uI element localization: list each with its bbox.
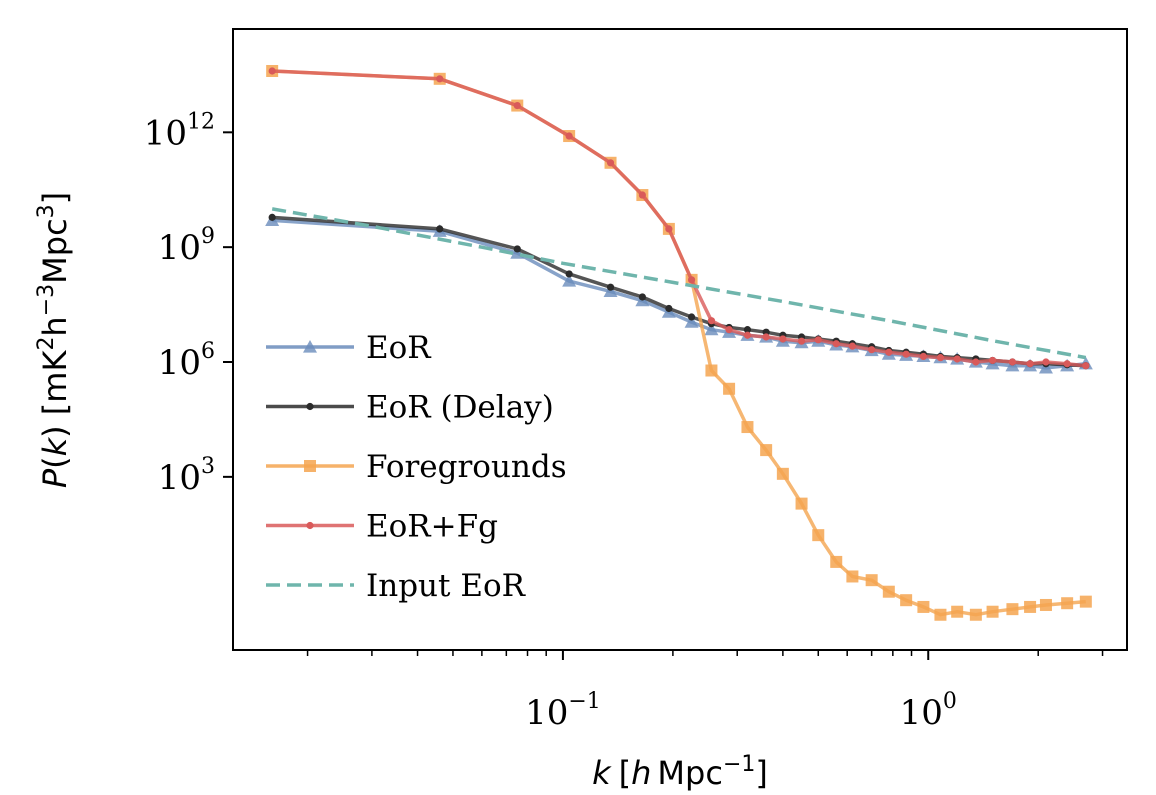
data-point — [1082, 362, 1090, 370]
data-point — [1024, 600, 1037, 613]
legend-marker — [306, 402, 314, 411]
legend-item: Input EoR — [266, 568, 527, 604]
series-3 — [268, 67, 1090, 370]
data-point — [606, 159, 615, 167]
data-point — [1042, 358, 1050, 366]
data-point — [814, 336, 822, 344]
data-point — [1006, 603, 1019, 616]
data-point — [797, 337, 806, 345]
data-point — [704, 322, 719, 336]
data-point — [848, 342, 856, 350]
data-point — [988, 356, 997, 365]
plot-frame — [232, 28, 1128, 651]
data-point — [762, 333, 770, 341]
data-point — [832, 340, 840, 348]
y-axis-label: P(k) [mK2h−3Mpc3] — [34, 192, 74, 488]
data-point — [707, 317, 716, 325]
series-line — [271, 207, 1087, 360]
data-point — [900, 594, 913, 607]
data-point — [705, 364, 718, 377]
series-4 — [271, 207, 1087, 360]
data-point — [436, 75, 444, 83]
x-tick-label: 10−1 — [525, 689, 601, 733]
data-point — [885, 348, 893, 356]
data-point — [743, 331, 752, 339]
data-point — [1008, 358, 1017, 366]
data-point — [638, 191, 646, 199]
data-point — [725, 326, 733, 334]
legend-marker — [306, 521, 314, 530]
legend: EoR EoR (Delay) Foregrounds EoR+Fg Input EoR — [266, 330, 567, 604]
data-point — [743, 326, 752, 334]
data-point — [1039, 598, 1052, 611]
data-point — [830, 555, 843, 568]
series-layer — [265, 64, 1093, 621]
data-point — [969, 608, 982, 621]
data-point — [1061, 597, 1074, 610]
legend-marker — [304, 460, 316, 472]
data-point — [562, 274, 577, 287]
data-point — [268, 67, 276, 75]
data-point — [934, 608, 947, 621]
data-point — [951, 605, 964, 618]
data-point — [565, 132, 573, 140]
data-point — [812, 529, 825, 542]
data-point — [953, 355, 961, 363]
data-point — [513, 245, 521, 253]
y-tick-label: 109 — [158, 224, 215, 268]
legend-label: EoR — [366, 330, 432, 366]
legend-label: EoR+Fg — [366, 509, 498, 545]
legend-item: EoR (Delay) — [266, 390, 554, 426]
data-point — [779, 335, 787, 343]
data-point — [972, 358, 980, 366]
legend-label: EoR (Delay) — [366, 390, 554, 426]
data-point — [882, 585, 895, 598]
x-axis-label: k [h Mpc−1] — [592, 752, 768, 792]
data-point — [936, 354, 945, 362]
legend-item: EoR+Fg — [266, 509, 498, 545]
data-point — [1026, 360, 1034, 368]
data-point — [513, 101, 521, 110]
data-point — [687, 276, 696, 284]
y-tick-label: 103 — [158, 454, 215, 498]
legend-label: Input EoR — [366, 568, 527, 604]
data-point — [665, 304, 673, 313]
legend-item: EoR — [266, 330, 432, 366]
legend-marker — [303, 340, 317, 353]
y-tick-label: 106 — [158, 339, 215, 383]
data-point — [1063, 360, 1071, 368]
data-point — [865, 574, 878, 587]
data-point — [565, 270, 573, 278]
data-point — [1079, 595, 1092, 608]
x-tick-label: 100 — [900, 689, 957, 733]
data-point — [606, 283, 615, 291]
data-point — [268, 213, 276, 221]
y-tick-label: 1012 — [144, 109, 215, 153]
legend-label: Foregrounds — [366, 449, 567, 485]
legend-item: Foregrounds — [266, 449, 567, 485]
data-point — [868, 346, 876, 354]
data-point — [917, 600, 930, 613]
data-point — [436, 225, 444, 233]
series-line — [272, 69, 1086, 368]
data-point — [665, 225, 673, 233]
data-point — [684, 315, 699, 328]
data-point — [795, 497, 808, 510]
data-point — [638, 293, 646, 301]
data-point — [776, 467, 789, 480]
data-point — [741, 421, 754, 434]
data-point — [902, 350, 910, 358]
axes-layer: 103 106 109 1012 10−1 100 — [144, 109, 1104, 733]
data-point — [723, 382, 736, 395]
data-point — [846, 570, 859, 583]
data-point — [986, 605, 999, 618]
data-point — [687, 313, 696, 321]
data-point — [760, 444, 773, 457]
data-point — [919, 352, 928, 361]
